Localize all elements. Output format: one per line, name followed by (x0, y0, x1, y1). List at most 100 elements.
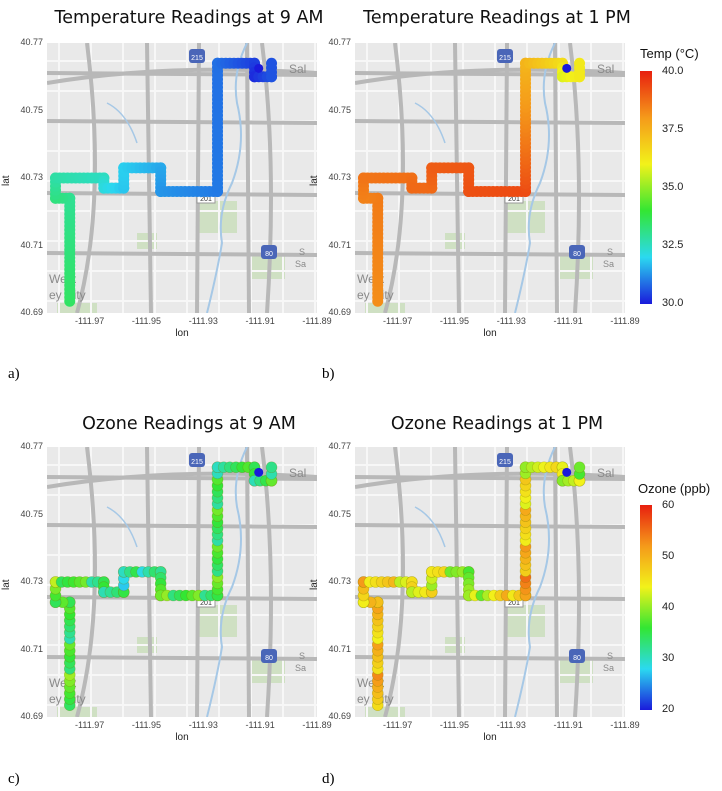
y-tick-label: 40.73 (20, 172, 43, 182)
x-tick-label: -111.91 (553, 720, 583, 730)
panel-title: Temperature Readings at 9 AM (54, 8, 324, 28)
panel-title: Temperature Readings at 1 PM (363, 8, 631, 28)
y-tick-label: 40.75 (328, 104, 351, 115)
major-road (355, 523, 625, 529)
place-label-s: S (607, 651, 613, 661)
y-tick-label: 40.77 (20, 37, 43, 47)
y-tick-label: 40.69 (20, 307, 43, 317)
major-road (383, 447, 405, 717)
place-label-sa: Sa (603, 663, 614, 673)
x-tick-label: -111.93 (188, 316, 218, 326)
park-area (505, 605, 545, 637)
route-80-shield (261, 245, 277, 259)
place-label-salt-lake: Sal (289, 466, 306, 480)
legend-tick: 35.0 (662, 181, 684, 193)
caption-c: c) (8, 771, 20, 787)
major-road (195, 447, 201, 717)
route-80-shield (261, 649, 277, 663)
legend-tick: 40.0 (662, 65, 684, 77)
route-215-label: 215 (499, 459, 511, 466)
y-tick-label: 40.75 (20, 508, 43, 519)
y-tick-label: 40.73 (328, 172, 351, 182)
start-point-marker (254, 467, 264, 477)
y-tick-label: 40.77 (328, 37, 351, 47)
panel-title: Ozone Readings at 1 PM (390, 414, 604, 434)
river (514, 447, 556, 717)
major-road (553, 43, 559, 313)
major-road (355, 119, 625, 125)
route-215-shield (189, 49, 205, 63)
x-tick-label: -111.89 (610, 720, 640, 730)
x-tick-label: -111.95 (439, 720, 470, 730)
y-axis-label: lat (309, 579, 320, 590)
ozone-colorbar (640, 505, 652, 710)
map-a: 215 80 201 West ey City Sal S Sa (47, 43, 317, 313)
start-point-marker (562, 63, 572, 73)
x-tick-label: -111.93 (496, 316, 526, 326)
x-axis-label: lon (175, 732, 189, 743)
legend-tick: 60 (662, 499, 675, 511)
caption-b: b) (322, 366, 335, 382)
route-point (265, 461, 278, 474)
route-201-label: 201 (508, 600, 520, 607)
major-road (503, 43, 509, 313)
y-tick-label: 40.69 (328, 711, 351, 721)
major-road (47, 471, 317, 489)
x-tick-label: -111.93 (188, 720, 218, 730)
major-road (75, 43, 97, 313)
route-215-shield (497, 49, 513, 63)
x-tick-label: -111.91 (553, 316, 583, 326)
place-label-salt-lake: Sal (289, 62, 306, 76)
major-road (355, 67, 625, 85)
y-axis-label: lat (1, 579, 12, 590)
y-tick-label: 40.77 (328, 441, 351, 451)
river (106, 506, 138, 548)
x-tick-label: -111.97 (75, 720, 105, 730)
place-label-salt-lake: Sal (597, 466, 614, 480)
x-tick-label: -111.91 (245, 316, 275, 326)
river (414, 102, 446, 144)
y-tick-label: 40.69 (328, 307, 351, 317)
route-215-label: 215 (499, 55, 511, 62)
caption-d: d) (322, 771, 335, 787)
route-point (266, 57, 278, 69)
river (206, 43, 248, 313)
x-tick-label: -111.89 (610, 316, 640, 326)
x-tick-label: -111.93 (496, 720, 526, 730)
legend-tick: 20 (662, 703, 675, 715)
major-road (453, 447, 461, 717)
x-axis-label: lon (483, 328, 497, 339)
y-tick-label: 40.73 (328, 576, 351, 586)
legend-title: Temp (°C) (640, 46, 699, 61)
route-201-label: 201 (200, 196, 212, 203)
park-area (505, 201, 545, 233)
place-label-s: S (299, 651, 305, 661)
major-road (145, 447, 153, 717)
y-tick-label: 40.75 (328, 508, 351, 519)
major-road (453, 43, 461, 313)
major-road (355, 471, 625, 489)
route-201-label: 201 (508, 196, 520, 203)
legend-tick: 37.5 (662, 123, 684, 135)
route-215-shield (497, 453, 513, 467)
route-80-shield (569, 245, 585, 259)
y-tick-label: 40.71 (20, 239, 43, 250)
x-tick-label: -111.95 (131, 720, 162, 730)
x-tick-label: -111.97 (75, 316, 105, 326)
river (414, 506, 446, 548)
river (106, 102, 138, 144)
x-tick-label: -111.95 (131, 316, 162, 326)
route-point (573, 461, 586, 474)
major-road (47, 119, 317, 125)
river (206, 447, 248, 717)
major-road (245, 43, 251, 313)
route-215-label: 215 (191, 459, 203, 466)
x-axis-label: lon (175, 328, 189, 339)
route-80-label: 80 (573, 655, 581, 662)
start-point-marker (562, 467, 572, 477)
